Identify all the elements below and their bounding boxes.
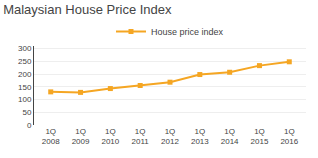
svg-text:100: 100 — [18, 95, 32, 104]
svg-text:1Q2012: 1Q2012 — [161, 127, 179, 146]
svg-text:1Q2009: 1Q2009 — [72, 127, 90, 146]
svg-text:1Q2015: 1Q2015 — [251, 127, 269, 146]
svg-text:1Q2013: 1Q2013 — [191, 127, 209, 146]
svg-text:House price index: House price index — [151, 27, 224, 37]
svg-text:0: 0 — [27, 121, 32, 130]
svg-text:300: 300 — [18, 44, 32, 53]
svg-text:1Q2008: 1Q2008 — [42, 127, 60, 146]
svg-text:Malaysian House Price Index: Malaysian House Price Index — [3, 2, 172, 17]
svg-text:250: 250 — [18, 57, 32, 66]
svg-text:200: 200 — [18, 70, 32, 79]
svg-text:50: 50 — [22, 108, 31, 117]
svg-text:1Q2014: 1Q2014 — [221, 127, 239, 146]
svg-text:1Q2016: 1Q2016 — [280, 127, 298, 146]
svg-text:150: 150 — [18, 83, 32, 92]
svg-text:1Q2011: 1Q2011 — [132, 127, 150, 146]
svg-text:1Q2010: 1Q2010 — [101, 127, 119, 146]
